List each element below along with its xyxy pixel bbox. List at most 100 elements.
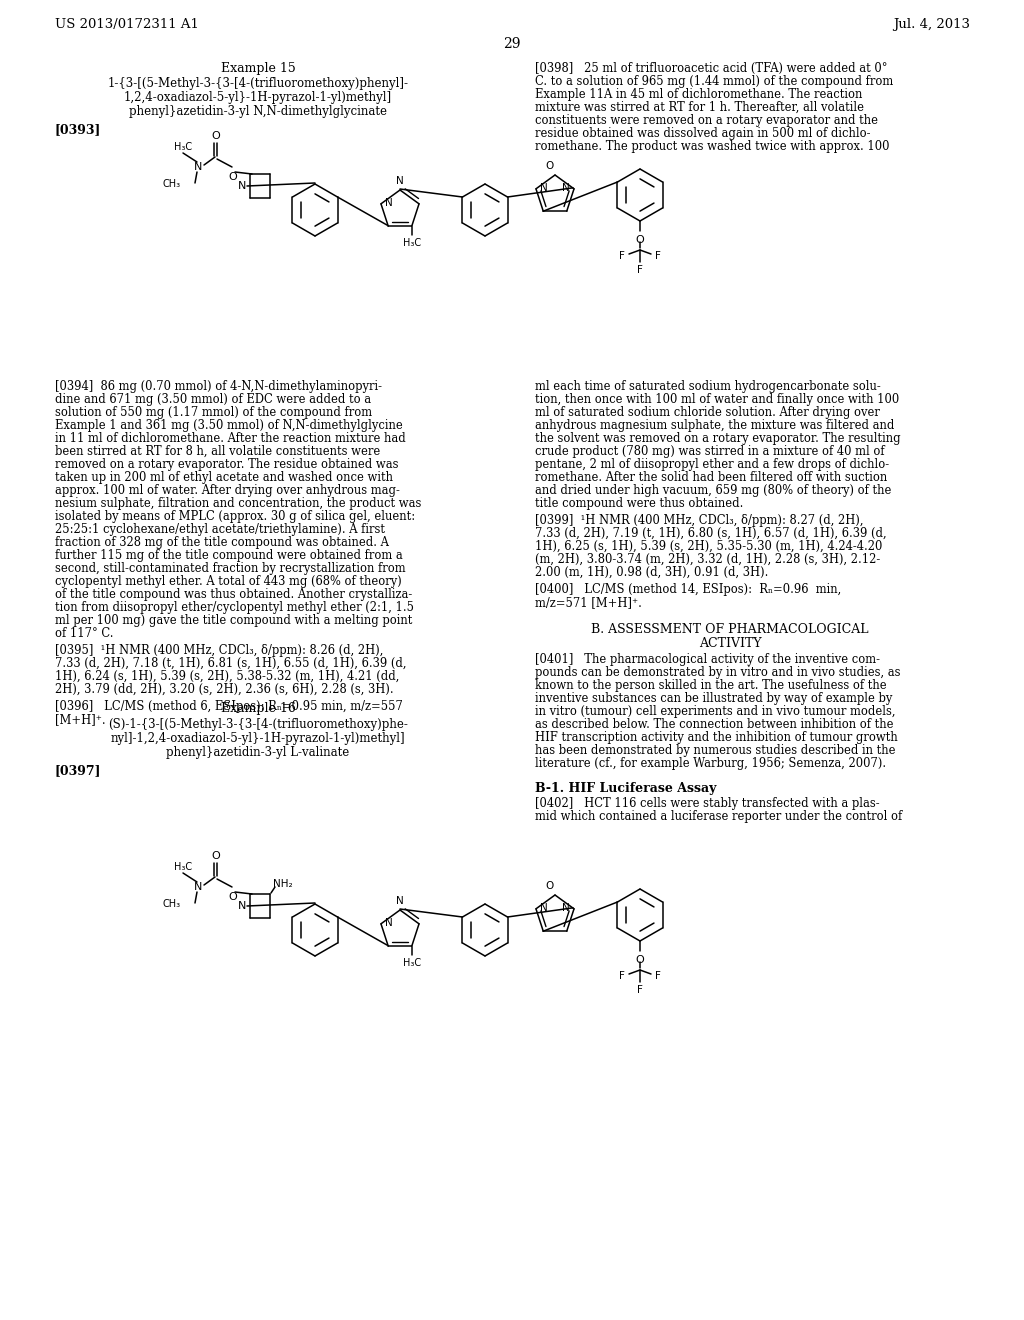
Text: of 117° C.: of 117° C. xyxy=(55,627,114,640)
Text: the solvent was removed on a rotary evaporator. The resulting: the solvent was removed on a rotary evap… xyxy=(535,432,901,445)
Text: constituents were removed on a rotary evaporator and the: constituents were removed on a rotary ev… xyxy=(535,114,878,127)
Text: [0398]   25 ml of trifluoroacetic acid (TFA) were added at 0°: [0398] 25 ml of trifluoroacetic acid (TF… xyxy=(535,62,888,75)
Text: romethane. After the solid had been filtered off with suction: romethane. After the solid had been filt… xyxy=(535,471,887,484)
Text: removed on a rotary evaporator. The residue obtained was: removed on a rotary evaporator. The resi… xyxy=(55,458,398,471)
Text: F: F xyxy=(637,985,643,995)
Text: O: O xyxy=(212,851,220,861)
Text: romethane. The product was washed twice with approx. 100: romethane. The product was washed twice … xyxy=(535,140,890,153)
Text: N: N xyxy=(562,182,570,193)
Text: CH₃: CH₃ xyxy=(163,899,181,909)
Text: and dried under high vacuum, 659 mg (80% of theory) of the: and dried under high vacuum, 659 mg (80%… xyxy=(535,484,891,498)
Text: [0397]: [0397] xyxy=(55,764,101,777)
Text: N: N xyxy=(385,198,393,207)
Text: nyl]-1,2,4-oxadiazol-5-yl}-1H-pyrazol-1-yl)methyl]: nyl]-1,2,4-oxadiazol-5-yl}-1H-pyrazol-1-… xyxy=(111,733,406,744)
Text: B. ASSESSMENT OF PHARMACOLOGICAL: B. ASSESSMENT OF PHARMACOLOGICAL xyxy=(591,623,868,636)
Text: F: F xyxy=(655,972,660,981)
Text: 1H), 6.25 (s, 1H), 5.39 (s, 2H), 5.35-5.30 (m, 1H), 4.24-4.20: 1H), 6.25 (s, 1H), 5.39 (s, 2H), 5.35-5.… xyxy=(535,540,883,553)
Text: H₃C: H₃C xyxy=(402,958,421,968)
Text: N: N xyxy=(562,903,570,913)
Text: tion from diisopropyl ether/cyclopentyl methyl ether (2:1, 1.5: tion from diisopropyl ether/cyclopentyl … xyxy=(55,601,414,614)
Text: O: O xyxy=(636,954,644,965)
Text: Example 1 and 361 mg (3.50 mmol) of N,N-dimethylglycine: Example 1 and 361 mg (3.50 mmol) of N,N-… xyxy=(55,418,402,432)
Text: F: F xyxy=(637,265,643,275)
Text: dine and 671 mg (3.50 mmol) of EDC were added to a: dine and 671 mg (3.50 mmol) of EDC were … xyxy=(55,393,371,407)
Text: 1-{3-[(5-Methyl-3-{3-[4-(trifluoromethoxy)phenyl]-: 1-{3-[(5-Methyl-3-{3-[4-(trifluoromethox… xyxy=(108,77,409,90)
Text: 7.33 (d, 2H), 7.18 (t, 1H), 6.81 (s, 1H), 6.55 (d, 1H), 6.39 (d,: 7.33 (d, 2H), 7.18 (t, 1H), 6.81 (s, 1H)… xyxy=(55,657,407,671)
Text: N: N xyxy=(540,903,548,913)
Text: Example 16: Example 16 xyxy=(220,702,296,715)
Text: HIF transcription activity and the inhibition of tumour growth: HIF transcription activity and the inhib… xyxy=(535,731,898,744)
Text: taken up in 200 ml of ethyl acetate and washed once with: taken up in 200 ml of ethyl acetate and … xyxy=(55,471,393,484)
Text: in 11 ml of dichloromethane. After the reaction mixture had: in 11 ml of dichloromethane. After the r… xyxy=(55,432,406,445)
Text: (m, 2H), 3.80-3.74 (m, 2H), 3.32 (d, 1H), 2.28 (s, 3H), 2.12-: (m, 2H), 3.80-3.74 (m, 2H), 3.32 (d, 1H)… xyxy=(535,553,881,566)
Text: F: F xyxy=(620,251,625,261)
Text: 1H), 6.24 (s, 1H), 5.39 (s, 2H), 5.38-5.32 (m, 1H), 4.21 (dd,: 1H), 6.24 (s, 1H), 5.39 (s, 2H), 5.38-5.… xyxy=(55,671,399,682)
Text: O: O xyxy=(636,235,644,246)
Text: isolated by means of MPLC (approx. 30 g of silica gel, eluent:: isolated by means of MPLC (approx. 30 g … xyxy=(55,510,415,523)
Text: 29: 29 xyxy=(503,37,521,51)
Text: [0394]  86 mg (0.70 mmol) of 4-N,N-dimethylaminopyri-: [0394] 86 mg (0.70 mmol) of 4-N,N-dimeth… xyxy=(55,380,382,393)
Text: [0400]   LC/MS (method 14, ESIpos):  Rₙ=0.96  min,: [0400] LC/MS (method 14, ESIpos): Rₙ=0.9… xyxy=(535,583,842,597)
Text: fraction of 328 mg of the title compound was obtained. A: fraction of 328 mg of the title compound… xyxy=(55,536,389,549)
Text: H₃C: H₃C xyxy=(174,143,193,152)
Text: mixture was stirred at RT for 1 h. Thereafter, all volatile: mixture was stirred at RT for 1 h. There… xyxy=(535,102,864,114)
Text: Example 11A in 45 ml of dichloromethane. The reaction: Example 11A in 45 ml of dichloromethane.… xyxy=(535,88,862,102)
Text: 7.33 (d, 2H), 7.19 (t, 1H), 6.80 (s, 1H), 6.57 (d, 1H), 6.39 (d,: 7.33 (d, 2H), 7.19 (t, 1H), 6.80 (s, 1H)… xyxy=(535,527,887,540)
Text: as described below. The connection between inhibition of the: as described below. The connection betwe… xyxy=(535,718,894,731)
Text: O: O xyxy=(228,892,238,902)
Text: ml of saturated sodium chloride solution. After drying over: ml of saturated sodium chloride solution… xyxy=(535,407,880,418)
Text: CH₃: CH₃ xyxy=(163,180,181,189)
Text: anhydrous magnesium sulphate, the mixture was filtered and: anhydrous magnesium sulphate, the mixtur… xyxy=(535,418,894,432)
Text: H₃C: H₃C xyxy=(402,238,421,248)
Text: [0399]  ¹H NMR (400 MHz, CDCl₃, δ/ppm): 8.27 (d, 2H),: [0399] ¹H NMR (400 MHz, CDCl₃, δ/ppm): 8… xyxy=(535,513,863,527)
Text: C. to a solution of 965 mg (1.44 mmol) of the compound from: C. to a solution of 965 mg (1.44 mmol) o… xyxy=(535,75,893,88)
Text: NH₂: NH₂ xyxy=(273,879,293,888)
Text: O: O xyxy=(546,161,554,172)
Text: in vitro (tumour) cell experiments and in vivo tumour models,: in vitro (tumour) cell experiments and i… xyxy=(535,705,896,718)
Text: residue obtained was dissolved again in 500 ml of dichlo-: residue obtained was dissolved again in … xyxy=(535,127,870,140)
Text: solution of 550 mg (1.17 mmol) of the compound from: solution of 550 mg (1.17 mmol) of the co… xyxy=(55,407,372,418)
Text: N: N xyxy=(194,162,202,172)
Text: (S)-1-{3-[(5-Methyl-3-{3-[4-(trifluoromethoxy)phe-: (S)-1-{3-[(5-Methyl-3-{3-[4-(trifluorome… xyxy=(109,718,408,731)
Text: known to the person skilled in the art. The usefulness of the: known to the person skilled in the art. … xyxy=(535,678,887,692)
Text: ACTIVITY: ACTIVITY xyxy=(698,638,761,649)
Text: [M+H]⁺.: [M+H]⁺. xyxy=(55,713,105,726)
Text: of the title compound was thus obtained. Another crystalliza-: of the title compound was thus obtained.… xyxy=(55,587,413,601)
Text: 2.00 (m, 1H), 0.98 (d, 3H), 0.91 (d, 3H).: 2.00 (m, 1H), 0.98 (d, 3H), 0.91 (d, 3H)… xyxy=(535,566,768,579)
Text: [0395]  ¹H NMR (400 MHz, CDCl₃, δ/ppm): 8.26 (d, 2H),: [0395] ¹H NMR (400 MHz, CDCl₃, δ/ppm): 8… xyxy=(55,644,383,657)
Text: N: N xyxy=(540,182,548,193)
Text: ml per 100 mg) gave the title compound with a melting point: ml per 100 mg) gave the title compound w… xyxy=(55,614,413,627)
Text: 1,2,4-oxadiazol-5-yl}-1H-pyrazol-1-yl)methyl]: 1,2,4-oxadiazol-5-yl}-1H-pyrazol-1-yl)me… xyxy=(124,91,392,104)
Text: crude product (780 mg) was stirred in a mixture of 40 ml of: crude product (780 mg) was stirred in a … xyxy=(535,445,885,458)
Text: N: N xyxy=(385,917,393,928)
Text: inventive substances can be illustrated by way of example by: inventive substances can be illustrated … xyxy=(535,692,892,705)
Text: approx. 100 ml of water. After drying over anhydrous mag-: approx. 100 ml of water. After drying ov… xyxy=(55,484,400,498)
Text: [0396]   LC/MS (method 6, ESIpos): Rₙ=0.95 min, m/z=557: [0396] LC/MS (method 6, ESIpos): Rₙ=0.95… xyxy=(55,700,402,713)
Text: title compound were thus obtained.: title compound were thus obtained. xyxy=(535,498,743,510)
Text: N: N xyxy=(396,176,403,186)
Text: H₃C: H₃C xyxy=(174,862,193,873)
Text: B-1. HIF Luciferase Assay: B-1. HIF Luciferase Assay xyxy=(535,781,717,795)
Text: 25:25:1 cyclohexane/ethyl acetate/triethylamine). A first: 25:25:1 cyclohexane/ethyl acetate/trieth… xyxy=(55,523,385,536)
Text: [0402]   HCT 116 cells were stably transfected with a plas-: [0402] HCT 116 cells were stably transfe… xyxy=(535,797,880,810)
Text: nesium sulphate, filtration and concentration, the product was: nesium sulphate, filtration and concentr… xyxy=(55,498,421,510)
Text: ml each time of saturated sodium hydrogencarbonate solu-: ml each time of saturated sodium hydroge… xyxy=(535,380,881,393)
Text: N: N xyxy=(238,902,246,911)
Text: phenyl}azetidin-3-yl N,N-dimethylglycinate: phenyl}azetidin-3-yl N,N-dimethylglycina… xyxy=(129,106,387,117)
Text: pentane, 2 ml of diisopropyl ether and a few drops of dichlo-: pentane, 2 ml of diisopropyl ether and a… xyxy=(535,458,889,471)
Text: N: N xyxy=(194,882,202,892)
Text: O: O xyxy=(212,131,220,141)
Text: US 2013/0172311 A1: US 2013/0172311 A1 xyxy=(55,18,199,30)
Text: F: F xyxy=(620,972,625,981)
Text: O: O xyxy=(546,880,554,891)
Text: literature (cf., for example Warburg, 1956; Semenza, 2007).: literature (cf., for example Warburg, 19… xyxy=(535,756,886,770)
Text: pounds can be demonstrated by in vitro and in vivo studies, as: pounds can be demonstrated by in vitro a… xyxy=(535,667,900,678)
Text: F: F xyxy=(655,251,660,261)
Text: m/z=571 [M+H]⁺.: m/z=571 [M+H]⁺. xyxy=(535,597,642,609)
Text: [0401]   The pharmacological activity of the inventive com-: [0401] The pharmacological activity of t… xyxy=(535,653,880,667)
Text: mid which contained a luciferase reporter under the control of: mid which contained a luciferase reporte… xyxy=(535,810,902,822)
Text: N: N xyxy=(238,181,246,191)
Text: O: O xyxy=(228,172,238,182)
Text: Example 15: Example 15 xyxy=(220,62,295,75)
Text: been stirred at RT for 8 h, all volatile constituents were: been stirred at RT for 8 h, all volatile… xyxy=(55,445,380,458)
